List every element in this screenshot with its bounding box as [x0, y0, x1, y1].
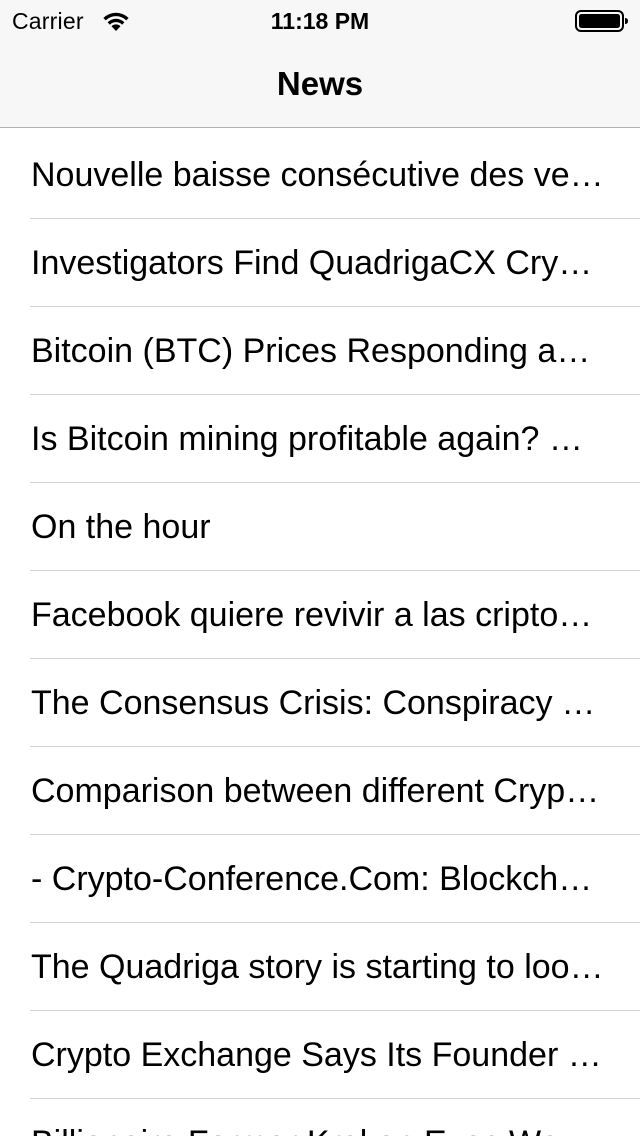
news-item-title: Facebook quiere revivir a las criptomone… — [31, 596, 606, 634]
news-item-title: The Quadriga story is starting to look w… — [31, 948, 606, 986]
news-list-item[interactable]: The Quadriga story is starting to look w… — [0, 923, 640, 1011]
news-item-title: Bitcoin (BTC) Prices Responding as Expec… — [31, 332, 606, 370]
news-item-title: Comparison between different Cryptocurre… — [31, 772, 606, 810]
status-bar: Carrier 11:18 PM — [0, 0, 640, 40]
news-list-item[interactable]: Crypto Exchange Says Its Founder Died — [0, 1011, 640, 1099]
navigation-bar: Carrier 11:18 PM News — [0, 0, 640, 128]
news-list-item[interactable]: Billionaire Former Kraken Exec Wealth — [0, 1099, 640, 1136]
news-item-title: Billionaire Former Kraken Exec Wealth — [31, 1123, 606, 1136]
news-item-title: On the hour — [31, 508, 211, 546]
page-title: News — [276, 65, 364, 102]
news-list-item[interactable]: Facebook quiere revivir a las criptomone… — [0, 571, 640, 659]
news-item-title: Nouvelle baisse consécutive des ventes d… — [31, 156, 606, 194]
news-list-item[interactable]: Investigators Find QuadrigaCX Crypto Exc… — [0, 219, 640, 307]
news-list-item[interactable]: Bitcoin (BTC) Prices Responding as Expec… — [0, 307, 640, 395]
news-list-item[interactable]: - Crypto-Conference.Com: Blockchain Even… — [0, 835, 640, 923]
news-list: Nouvelle baisse consécutive des ventes d… — [0, 128, 640, 1136]
news-item-title: Investigators Find QuadrigaCX Crypto Exc… — [31, 244, 606, 282]
news-item-title: - Crypto-Conference.Com: Blockchain Even… — [31, 860, 606, 898]
news-list-item[interactable]: Is Bitcoin mining profitable again? Rese… — [0, 395, 640, 483]
news-item-title: Crypto Exchange Says Its Founder Died — [31, 1036, 606, 1074]
news-list-item[interactable]: Comparison between different Cryptocurre… — [0, 747, 640, 835]
battery-icon — [575, 9, 629, 33]
wifi-icon — [100, 9, 132, 33]
news-item-title: Is Bitcoin mining profitable again? Rese… — [31, 420, 606, 458]
carrier-label: Carrier — [12, 8, 84, 34]
news-list-item[interactable]: The Consensus Crisis: Conspiracy Theorie… — [0, 659, 640, 747]
news-list-item[interactable]: Nouvelle baisse consécutive des ventes d… — [0, 128, 640, 219]
news-item-title: The Consensus Crisis: Conspiracy Theorie… — [31, 684, 606, 722]
status-time: 11:18 PM — [270, 8, 370, 34]
news-list-item[interactable]: On the hour — [0, 483, 640, 571]
